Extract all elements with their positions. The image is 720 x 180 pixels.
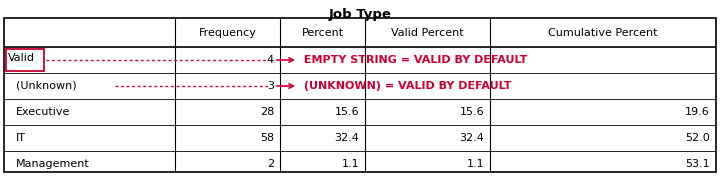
Text: 15.6: 15.6 (459, 107, 484, 117)
Text: Valid: Valid (8, 53, 35, 63)
Bar (4, 18, 716, 172)
Text: 58: 58 (260, 133, 274, 143)
Text: 15.6: 15.6 (334, 107, 359, 117)
Text: 32.4: 32.4 (459, 133, 484, 143)
Bar (6, 49, 44, 71)
Text: EMPTY STRING = VALID BY DEFAULT: EMPTY STRING = VALID BY DEFAULT (300, 55, 527, 65)
Text: 3: 3 (267, 81, 274, 91)
Text: (Unknown): (Unknown) (16, 81, 76, 91)
Text: Frequency: Frequency (199, 28, 256, 37)
Text: (UNKNOWN) = VALID BY DEFAULT: (UNKNOWN) = VALID BY DEFAULT (300, 81, 511, 91)
Text: 28: 28 (260, 107, 274, 117)
Text: 52.0: 52.0 (685, 133, 710, 143)
Text: Job Type: Job Type (328, 8, 392, 21)
Text: Percent: Percent (302, 28, 343, 37)
Text: 4: 4 (267, 55, 274, 65)
Text: Valid Percent: Valid Percent (391, 28, 464, 37)
Text: 1.1: 1.1 (467, 159, 484, 169)
Text: Management: Management (16, 159, 90, 169)
Text: 1.1: 1.1 (341, 159, 359, 169)
Text: 32.4: 32.4 (334, 133, 359, 143)
Text: 53.1: 53.1 (685, 159, 710, 169)
Text: 19.6: 19.6 (685, 107, 710, 117)
Text: Executive: Executive (16, 107, 71, 117)
Text: IT: IT (16, 133, 26, 143)
Text: 2: 2 (267, 159, 274, 169)
Text: Cumulative Percent: Cumulative Percent (548, 28, 658, 37)
